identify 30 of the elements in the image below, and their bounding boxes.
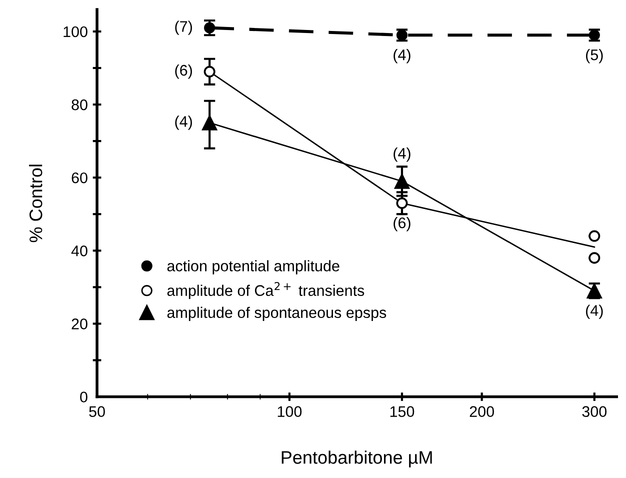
- legend-label: action potential amplitude: [167, 260, 340, 274]
- annotation: (4): [586, 304, 603, 319]
- annotation: (7): [175, 20, 192, 35]
- point: [202, 115, 218, 130]
- y-tick-label: 0: [80, 392, 88, 402]
- point: [204, 66, 216, 78]
- annotation: (4): [394, 148, 410, 162]
- x-tick-label: 300: [582, 406, 607, 417]
- x-tick-label: 100: [278, 406, 302, 417]
- y-axis-title: % Control: [29, 164, 42, 242]
- annotation: (6): [394, 217, 410, 232]
- annotation: (6): [175, 64, 192, 79]
- y-tick-label: 40: [71, 246, 88, 256]
- y-tick-label: 100: [64, 26, 88, 38]
- y-tick-label: 20: [72, 318, 88, 330]
- x-tick-label: 150: [390, 406, 414, 417]
- annotation: (4): [394, 49, 410, 64]
- x-tick-label: 200: [470, 406, 494, 417]
- x-axis-title: Pentobarbitone µM: [282, 450, 432, 468]
- point: [394, 174, 410, 189]
- y-tick-label: 60: [72, 172, 88, 184]
- point: [204, 22, 216, 34]
- annotation: (5): [586, 49, 603, 64]
- point: [396, 197, 408, 209]
- y-tick-label: 80: [72, 99, 88, 110]
- legend-label: amplitude of spontaneous epsps: [167, 306, 386, 322]
- legend-label: amplitude of Ca$^{2+}$ transients: [167, 282, 364, 300]
- annotation: (4): [175, 116, 192, 130]
- point: [588, 230, 600, 242]
- x-tick-label: 50: [89, 406, 105, 417]
